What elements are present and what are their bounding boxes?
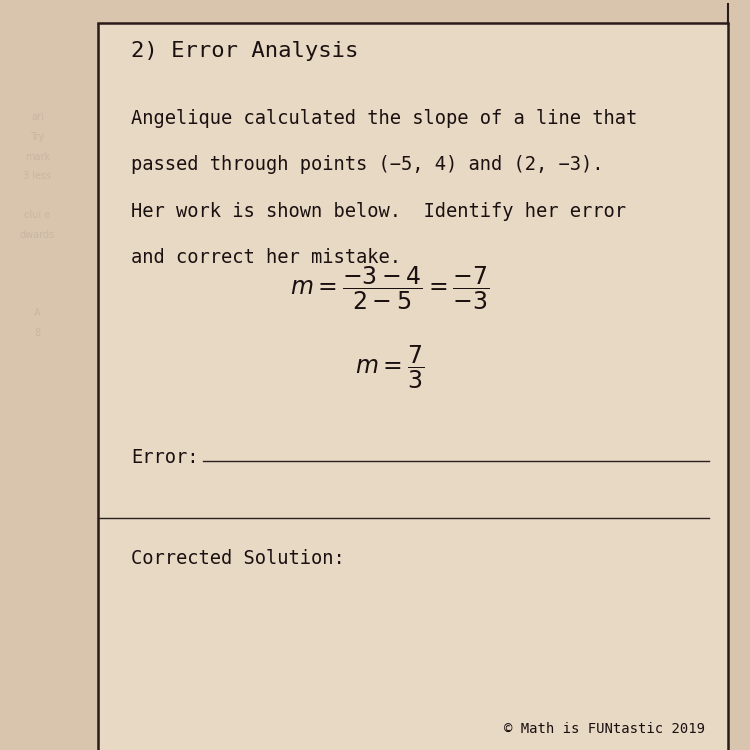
Text: passed through points (−5, 4) and (2, −3).: passed through points (−5, 4) and (2, −3…	[131, 155, 604, 174]
Text: © Math is FUNtastic 2019: © Math is FUNtastic 2019	[504, 722, 705, 736]
Text: ari
Try
mark
3 less

clui e
dwards



A
8: ari Try mark 3 less clui e dwards A 8	[20, 112, 56, 338]
Text: $m = \dfrac{-3 - 4}{2 - 5} = \dfrac{-7}{-3}$: $m = \dfrac{-3 - 4}{2 - 5} = \dfrac{-7}{…	[290, 265, 490, 313]
Text: $m = \dfrac{7}{3}$: $m = \dfrac{7}{3}$	[356, 344, 424, 392]
Text: Her work is shown below.  Identify her error: Her work is shown below. Identify her er…	[131, 202, 626, 220]
Text: 2) Error Analysis: 2) Error Analysis	[131, 41, 358, 62]
Text: Error:: Error:	[131, 448, 199, 467]
Text: Corrected Solution:: Corrected Solution:	[131, 549, 345, 568]
Bar	[98, 22, 728, 750]
Text: Angelique calculated the slope of a line that: Angelique calculated the slope of a line…	[131, 109, 638, 128]
Text: and correct her mistake.: and correct her mistake.	[131, 248, 401, 267]
